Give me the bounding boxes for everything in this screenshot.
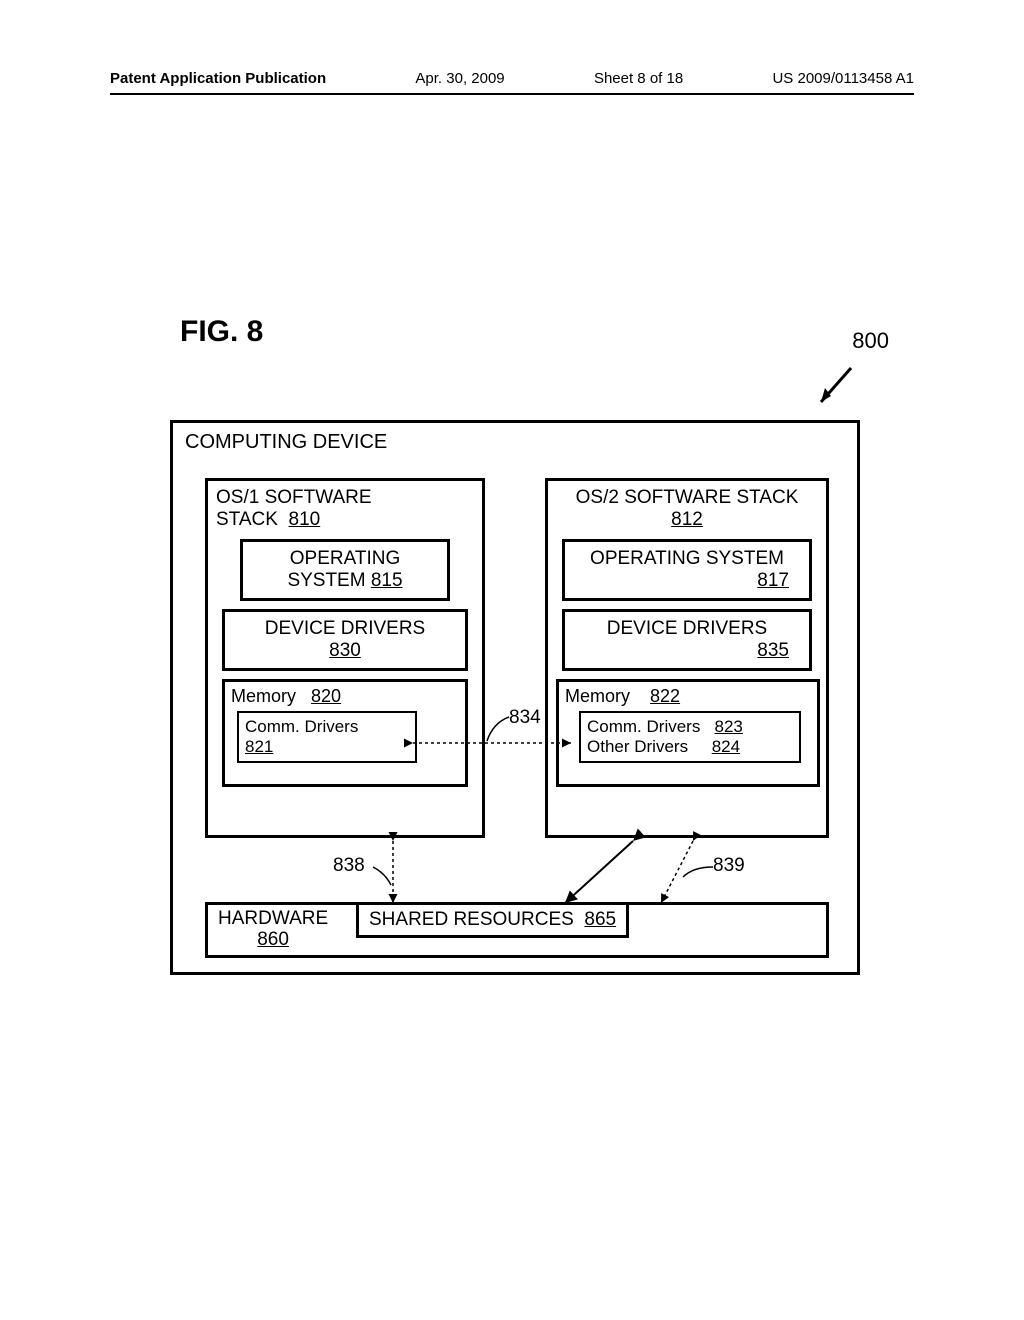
figure-ref-800: 800 [852, 328, 889, 354]
os1-memory: Memory 820 Comm. Drivers 821 [222, 679, 468, 787]
os1-comm-label: Comm. Drivers [245, 717, 358, 736]
page-header: Patent Application Publication Apr. 30, … [110, 70, 914, 95]
os2-comm-num: 823 [715, 717, 743, 736]
hardware-label: HARDWARE 860 [218, 909, 328, 951]
os1-operating-system: OPERATING SYSTEM 815 [240, 539, 450, 601]
annotation-839: 839 [713, 855, 745, 877]
os2-mem-num: 822 [650, 686, 680, 706]
shared-label: SHARED RESOURCES [369, 909, 574, 930]
os1-software-stack: OS/1 SOFTWARE STACK 810 OPERATING SYSTEM… [205, 478, 485, 838]
os2-other-label: Other Drivers [587, 737, 688, 756]
computing-device-box: COMPUTING DEVICE OS/1 SOFTWARE STACK 810… [170, 420, 860, 975]
os2-software-stack: OS/2 SOFTWARE STACK 812 OPERATING SYSTEM… [545, 478, 829, 838]
os2-memory: Memory 822 Comm. Drivers 823 Other Drive… [556, 679, 820, 787]
os1-os-line2: SYSTEM [287, 570, 365, 591]
os1-title: OS/1 SOFTWARE STACK 810 [216, 487, 474, 531]
os1-os-line1: OPERATING [290, 548, 401, 569]
shared-resources-box: SHARED RESOURCES 865 [356, 902, 629, 938]
annotation-838: 838 [333, 855, 365, 877]
computing-device-label: COMPUTING DEVICE [185, 431, 387, 454]
os2-title-text: OS/2 SOFTWARE STACK [576, 487, 799, 508]
header-sheet: Sheet 8 of 18 [594, 70, 683, 87]
os2-comm-label: Comm. Drivers [587, 717, 700, 736]
os1-mem-label: Memory [231, 686, 296, 706]
shared-num: 865 [584, 909, 616, 930]
os1-mem-num: 820 [311, 686, 341, 706]
hardware-box: HARDWARE 860 SHARED RESOURCES 865 [205, 902, 829, 958]
figure-label: FIG. 8 [180, 315, 263, 349]
os1-title-line2: STACK [216, 509, 278, 530]
arrow-to-800-icon [809, 362, 859, 412]
os1-dd-num: 830 [329, 640, 361, 661]
hw-text: HARDWARE [218, 908, 328, 929]
os1-num: 810 [289, 509, 321, 530]
os2-device-drivers: DEVICE DRIVERS 835 [562, 609, 812, 671]
os1-dd-label: DEVICE DRIVERS [265, 618, 425, 639]
os2-dd-num: 835 [569, 640, 805, 662]
os1-comm-drivers: Comm. Drivers 821 [237, 711, 417, 763]
header-docnum: US 2009/0113458 A1 [772, 70, 914, 87]
header-publication: Patent Application Publication [110, 70, 326, 87]
hw-num: 860 [257, 929, 289, 950]
os2-other-num: 824 [712, 737, 740, 756]
annotation-834: 834 [509, 707, 541, 729]
os2-dd-label: DEVICE DRIVERS [607, 618, 767, 639]
os2-memory-title: Memory 822 [565, 686, 811, 707]
os2-title: OS/2 SOFTWARE STACK 812 [556, 487, 818, 531]
os2-drivers-sub: Comm. Drivers 823 Other Drivers 824 [579, 711, 801, 763]
os1-os-num: 815 [371, 570, 403, 591]
page: Patent Application Publication Apr. 30, … [110, 70, 914, 1250]
os2-os-label: OPERATING SYSTEM [590, 548, 784, 569]
header-date: Apr. 30, 2009 [415, 70, 504, 87]
os1-device-drivers: DEVICE DRIVERS 830 [222, 609, 468, 671]
os1-title-line1: OS/1 SOFTWARE [216, 487, 372, 508]
os2-num: 812 [671, 509, 703, 530]
os2-mem-label: Memory [565, 686, 630, 706]
os2-os-num: 817 [569, 570, 805, 592]
os1-comm-num: 821 [245, 737, 273, 756]
os2-operating-system: OPERATING SYSTEM 817 [562, 539, 812, 601]
os1-memory-title: Memory 820 [231, 686, 459, 707]
